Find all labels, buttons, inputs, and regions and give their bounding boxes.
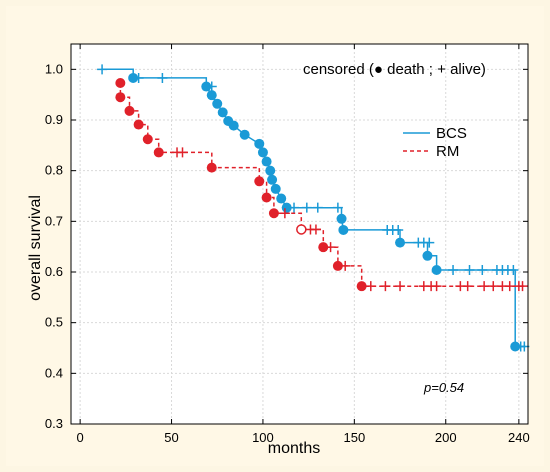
- censored-mark-rm: [380, 281, 391, 292]
- censored-mark-bcs: [157, 72, 168, 83]
- censored-mark-rm: [517, 281, 528, 292]
- censored-mark-bcs: [312, 202, 323, 213]
- censored-mark-rm: [340, 260, 351, 271]
- censored-mark-rm: [177, 147, 188, 158]
- survival-chart: 0 50 100 150 200 2400.30.40.50.60.70.80.91.0 …: [27, 43, 530, 457]
- y-tick-label: 0.8: [45, 163, 63, 178]
- censored-mark-rm: [365, 281, 376, 292]
- legend-label-rm: RM: [436, 143, 459, 160]
- censored-mark-bcs: [464, 264, 475, 275]
- death-point-rm: [254, 176, 265, 187]
- series-line-rm: [119, 83, 525, 287]
- death-point-bcs: [261, 156, 272, 167]
- death-point-bcs: [431, 264, 442, 275]
- death-point-rm: [261, 192, 272, 203]
- censored-mark-rm: [488, 281, 499, 292]
- death-point-bcs: [395, 237, 406, 248]
- legend-label-bcs: BCS: [436, 125, 467, 142]
- death-point-bcs: [276, 193, 287, 204]
- death-point-bcs: [336, 213, 347, 224]
- death-point-bcs: [254, 138, 265, 149]
- x-tick-label: 50: [164, 430, 178, 445]
- y-axis-label: overall survival: [27, 195, 44, 301]
- x-tick-label: 0: [77, 430, 84, 445]
- death-point-rm: [142, 134, 153, 145]
- death-point-bcs: [217, 107, 228, 118]
- death-point-rm: [332, 260, 343, 271]
- death-point-rm: [206, 162, 217, 173]
- censored-mark-rm: [504, 281, 515, 292]
- series-layer: [97, 64, 530, 352]
- censored-mark-rm: [279, 208, 290, 219]
- censored-mark-bcs: [477, 264, 488, 275]
- death-point-bcs: [201, 81, 212, 92]
- censored-mark-bcs: [97, 64, 108, 75]
- x-tick-label: 150: [343, 430, 365, 445]
- death-point-rm: [115, 78, 126, 89]
- death-point-rm: [124, 105, 135, 116]
- death-point-bcs: [257, 147, 268, 158]
- death-point-bcs: [510, 341, 521, 352]
- p-value-annotation: p=0.54: [423, 380, 464, 395]
- death-point-bcs: [212, 98, 223, 109]
- chart-container: 0 50 100 150 200 240 0.3 0.4 0.5 0.6 0.7 0.8 0.9 1.0 …: [6, 6, 544, 466]
- x-tick-label: 240: [508, 430, 530, 445]
- x-tick-label: 200: [435, 430, 457, 445]
- death-point-bcs: [239, 129, 250, 140]
- death-point-bcs: [267, 174, 278, 185]
- censored-mark-rm: [310, 224, 321, 235]
- censored-mark-bcs: [289, 202, 300, 213]
- censored-mark-bcs: [508, 264, 519, 275]
- x-tick-label: 100: [252, 430, 274, 445]
- death-point-bcs: [270, 183, 281, 194]
- censored-mark-bcs: [133, 72, 144, 83]
- death-point-bcs: [228, 120, 239, 131]
- death-point-rm: [153, 147, 164, 158]
- y-tick-label: 0.3: [45, 416, 63, 431]
- censored-mark-rm: [431, 281, 442, 292]
- death-point-bcs: [206, 90, 217, 101]
- censored-mark-bcs: [301, 202, 312, 213]
- censored-mark-bcs: [424, 237, 435, 248]
- death-point-rm: [115, 92, 126, 103]
- censored-annotation: censored (● death ; + alive): [303, 61, 486, 78]
- death-point-rm: [318, 242, 329, 253]
- censored-mark-bcs: [448, 264, 459, 275]
- plot-frame: [70, 43, 529, 425]
- y-tick-label: 0.7: [45, 213, 63, 228]
- censored-mark-bcs: [332, 202, 343, 213]
- death-point-rm: [133, 119, 144, 130]
- grid-lines: [71, 44, 528, 425]
- death-point-bcs: [128, 72, 139, 83]
- death-point-bcs: [338, 224, 349, 235]
- death-point-bcs: [422, 250, 433, 261]
- y-tick-label: 1.0: [45, 61, 63, 76]
- censored-mark-rm: [462, 281, 473, 292]
- axis-ticks: 0 50 100 150 200 240 0.3 0.4 0.5 0.6 0.7 0.8 0.9 1.0: [45, 44, 530, 445]
- censored-mark-bcs: [393, 224, 404, 235]
- series-bcs: [97, 64, 530, 352]
- death-point-rm: [356, 281, 367, 292]
- censored-mark-rm: [395, 281, 406, 292]
- series-rm: [115, 78, 528, 292]
- y-tick-label: 0.4: [45, 365, 63, 380]
- death-point-bcs: [265, 165, 276, 176]
- x-axis-label: months: [268, 440, 320, 457]
- y-tick-label: 0.9: [45, 112, 63, 127]
- censored-mark-rm: [479, 281, 490, 292]
- legend: BCS RM: [403, 125, 467, 160]
- y-tick-label: 0.5: [45, 315, 63, 330]
- death-point-rm: [268, 208, 279, 219]
- censored-mark-rm: [325, 242, 336, 253]
- censored-mark-bcs: [206, 81, 217, 92]
- open-point-rm: [296, 224, 307, 235]
- y-tick-label: 0.6: [45, 264, 63, 279]
